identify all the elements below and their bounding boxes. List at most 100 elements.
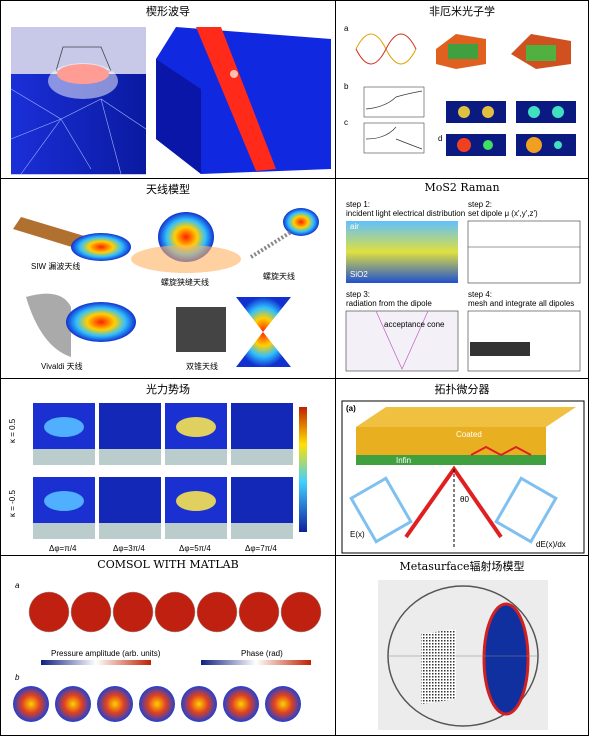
shape [446, 134, 506, 156]
label: Δφ=5π/4 [179, 544, 211, 553]
shape [494, 476, 558, 544]
label: 双锥天线 [186, 361, 218, 371]
shape [33, 477, 293, 539]
label: radiation from the dipole [346, 299, 432, 308]
figure: (a) Coated Infin θ0 E(x) dE(x)/dx [341, 400, 585, 554]
cell: 光力势场 κ = 0.5 κ = -0.5 Δφ=π/4 Δφ=3π/4 Δφ=… [0, 378, 336, 556]
shape [13, 686, 301, 722]
shape [280, 591, 322, 633]
shape [470, 445, 532, 457]
figure [378, 580, 548, 730]
figure: a b c d [344, 24, 576, 156]
shape [44, 417, 84, 437]
shape [236, 297, 291, 367]
shape [467, 310, 581, 372]
shape [363, 86, 425, 118]
shape [55, 686, 91, 722]
label: set dipole μ (x',y',z') [468, 209, 538, 218]
figure: a Pressure amplitude (arb. units) Phase … [13, 581, 322, 722]
caption: Metasurface辐射场模型 [399, 560, 525, 573]
caption: 拓扑微分器 [434, 383, 490, 396]
shape [356, 427, 546, 455]
shape [299, 407, 307, 532]
caption: 光力势场 [146, 383, 190, 396]
shape [345, 310, 459, 372]
shape [99, 449, 161, 465]
shape [470, 342, 530, 356]
shape [26, 293, 71, 357]
shape [482, 602, 530, 716]
label: κ = 0.5 [8, 418, 17, 443]
label: SIW 漏波天线 [31, 261, 80, 271]
shape [201, 660, 311, 665]
shape [283, 208, 319, 236]
cell: COMSOL WITH MATLAB a Pressure amplitude … [0, 555, 336, 736]
shape [349, 476, 413, 544]
shape [528, 106, 540, 118]
label: d [438, 134, 442, 143]
shape [230, 70, 238, 78]
cell: 非厄米光子学 a b c d [335, 0, 589, 179]
shape [112, 591, 154, 633]
shape [249, 230, 293, 259]
shape [552, 106, 564, 118]
shape [28, 591, 70, 633]
shape [33, 403, 293, 465]
label: 螺旋天线 [263, 271, 295, 281]
shape [97, 686, 133, 722]
shape [176, 307, 226, 352]
caption: MoS2 Raman [424, 181, 500, 194]
shape [41, 660, 151, 665]
label: E(x) [350, 530, 365, 539]
shape [458, 106, 470, 118]
label: θ0 [460, 495, 469, 504]
cell: 天线模型 SIW 漏波天线 螺旋狭缝天线 螺旋天线 Vivaldi 天线 双锥天… [0, 178, 336, 379]
figure: SIW 漏波天线 螺旋狭缝天线 螺旋天线 Vivaldi 天线 双锥天线 [13, 208, 319, 371]
shape [154, 591, 196, 633]
label: Phase (rad) [241, 649, 283, 658]
label: a [344, 24, 349, 33]
shape [196, 591, 238, 633]
shape [355, 33, 417, 65]
figure: κ = 0.5 κ = -0.5 Δφ=π/4 Δφ=3π/4 Δφ=5π/4 … [8, 403, 307, 553]
label: c [344, 118, 348, 127]
label: Δφ=3π/4 [113, 544, 145, 553]
label: step 2: [468, 200, 492, 209]
caption: 天线模型 [146, 183, 190, 196]
caption: 非厄米光子学 [429, 5, 495, 18]
shape [526, 45, 556, 61]
shape [139, 686, 175, 722]
label: Pressure amplitude (arb. units) [51, 649, 161, 658]
label: incident light electrical distribution [346, 209, 465, 218]
shape [223, 686, 259, 722]
shape [48, 63, 118, 99]
label: dE(x)/dx [536, 540, 566, 549]
shape [341, 400, 585, 554]
label: Infin [396, 456, 411, 465]
caption: 楔形波导 [146, 5, 190, 18]
shape [165, 449, 227, 465]
label: Δφ=π/4 [49, 544, 77, 553]
label: Δφ=7π/4 [245, 544, 277, 553]
shape [446, 101, 506, 123]
shape [13, 686, 49, 722]
shape [356, 407, 576, 427]
shape [526, 137, 542, 153]
cell: 楔形波导 [0, 0, 336, 179]
label: Coated [456, 430, 482, 439]
label: 螺旋狭缝天线 [161, 277, 209, 287]
shape [176, 417, 216, 437]
shape [346, 221, 458, 283]
cell: Metasurface辐射场模型 [335, 555, 589, 736]
shape [66, 302, 136, 342]
figure: step 1: incident light electrical distri… [345, 200, 581, 372]
shape [375, 310, 429, 370]
shape [482, 106, 494, 118]
shape [365, 90, 423, 110]
label: SiO2 [350, 270, 368, 279]
label: step 1: [346, 200, 370, 209]
shape [33, 449, 95, 465]
cell: MoS2 Raman step 1: incident light electr… [335, 178, 589, 379]
shape [196, 27, 276, 171]
shape [181, 686, 217, 722]
